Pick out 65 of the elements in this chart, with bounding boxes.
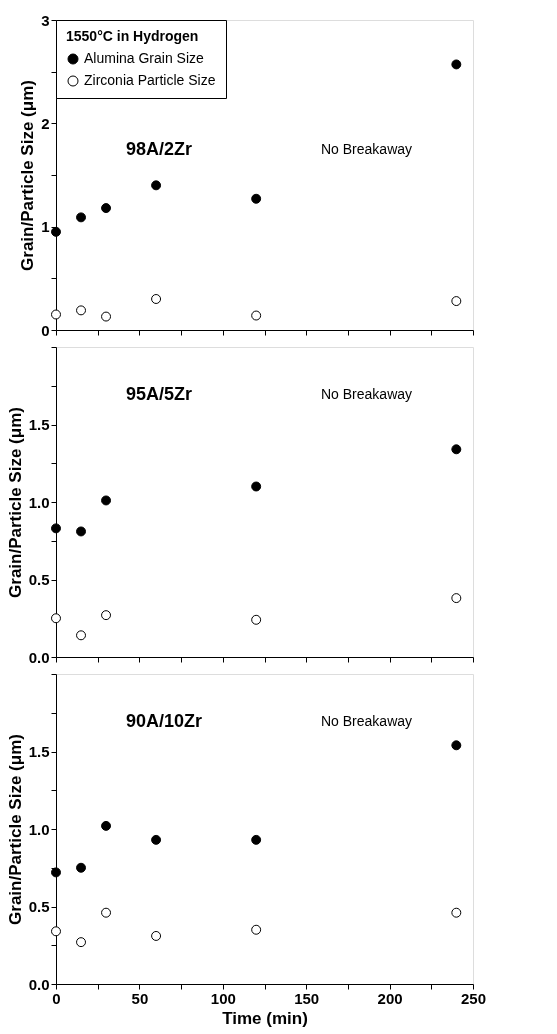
legend-label: Zirconia Particle Size	[84, 72, 216, 88]
point	[251, 193, 262, 204]
y-tick-label: 0.5	[28, 898, 50, 915]
x-tick-label: 0	[52, 989, 61, 1007]
y-tick-label: 1.0	[28, 820, 50, 838]
legend-label: Alumina Grain Size	[84, 50, 205, 66]
point	[251, 834, 262, 845]
y-tick-label: 0	[41, 321, 50, 339]
point	[151, 834, 162, 845]
y-tick-label: 1	[41, 218, 50, 236]
y-tick-label: 1.5	[28, 416, 50, 433]
point	[451, 740, 462, 751]
point	[51, 523, 61, 534]
y-axis-title: Grain/Particle Size (μm)	[18, 80, 38, 271]
y-tick-label: 0.0	[28, 648, 50, 666]
point	[151, 930, 162, 941]
y-axis-title: Grain/Particle Size (μm)	[5, 407, 25, 598]
point	[76, 305, 86, 316]
point	[451, 593, 462, 604]
annotation: 90A/10Zr	[126, 711, 203, 731]
y-tick-label: 0.0	[28, 975, 50, 993]
point	[51, 926, 61, 937]
point	[51, 226, 61, 237]
y-tick-label: 1.0	[28, 493, 50, 511]
point	[51, 309, 61, 320]
annotation: No Breakaway	[321, 713, 413, 729]
point	[451, 907, 462, 918]
point	[451, 444, 462, 455]
point	[101, 495, 112, 506]
point	[76, 526, 86, 537]
y-tick-label: 3	[41, 11, 50, 29]
point	[51, 613, 61, 624]
annotation: No Breakaway	[321, 141, 413, 157]
y-axis-title: Grain/Particle Size (μm)	[5, 734, 25, 925]
y-tick-label: 0.5	[28, 571, 50, 588]
x-tick-label: 100	[210, 989, 236, 1007]
point	[76, 212, 86, 223]
point	[451, 59, 462, 70]
point	[101, 203, 112, 214]
point	[101, 610, 112, 621]
point	[251, 614, 262, 625]
annotation: 95A/5Zr	[126, 384, 193, 404]
x-axis-title: Time (min)	[222, 1008, 308, 1028]
point	[51, 867, 61, 878]
y-tick-label: 1.5	[28, 743, 50, 760]
x-tick-label: 200	[377, 989, 403, 1007]
point	[101, 311, 112, 322]
point	[76, 862, 86, 873]
annotation: No Breakaway	[321, 386, 413, 402]
point	[101, 907, 112, 918]
point	[101, 820, 112, 831]
point	[76, 630, 86, 641]
point	[451, 296, 462, 307]
point	[251, 310, 262, 321]
point	[251, 924, 262, 935]
point	[151, 294, 162, 304]
annotation: 98A/2Zr	[126, 139, 193, 159]
x-tick-label: 250	[460, 989, 487, 1007]
point	[151, 180, 162, 191]
point	[76, 937, 86, 948]
x-tick-label: 150	[294, 989, 320, 1007]
x-tick-label: 50	[131, 989, 149, 1007]
point	[251, 481, 262, 492]
y-tick-label: 2	[41, 114, 50, 132]
legend-title: 1550°C in Hydrogen	[66, 28, 199, 44]
